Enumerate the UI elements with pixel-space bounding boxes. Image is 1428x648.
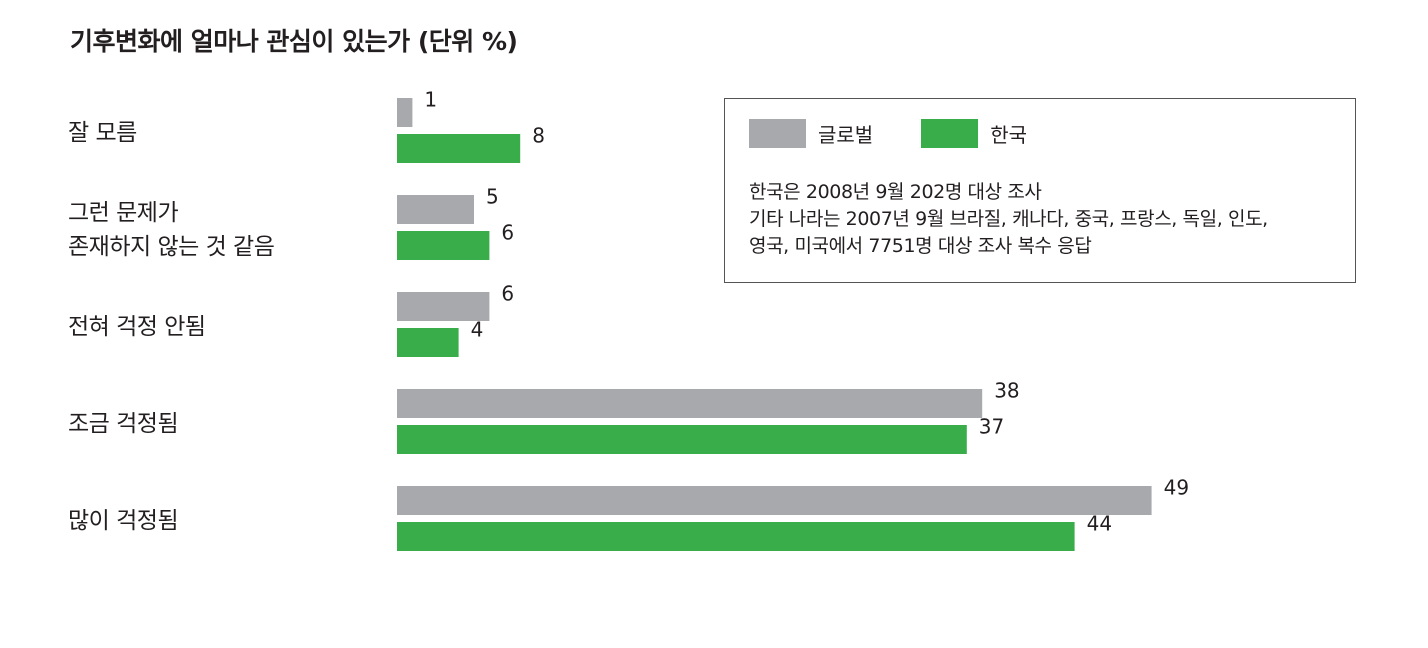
bar-global xyxy=(397,195,474,224)
legend-label-korea: 한국 xyxy=(990,123,1028,147)
bar-korea xyxy=(397,328,459,357)
legend-swatch-korea xyxy=(921,119,979,148)
legend-item-global: 글로벌 xyxy=(749,119,873,148)
data-label: 4 xyxy=(471,318,484,342)
legend: 글로벌 한국 한국은 2008년 9월 202명 대상 조사 기타 나라는 20… xyxy=(724,98,1356,283)
category-label-line: 많이 걱정됨 xyxy=(68,507,179,534)
category-label-line: 존재하지 않는 것 같음 xyxy=(68,233,275,260)
data-label: 8 xyxy=(532,124,545,148)
bar-global xyxy=(397,98,413,127)
legend-note-line: 영국, 미국에서 7751명 대상 조사 복수 응답 xyxy=(749,235,1092,257)
data-label: 6 xyxy=(501,282,514,306)
legend-item-korea: 한국 xyxy=(921,119,1027,148)
bar-global xyxy=(397,389,983,418)
legend-note-line: 한국은 2008년 9월 202명 대상 조사 xyxy=(749,181,1042,203)
data-label: 37 xyxy=(979,415,1004,439)
legend-label-global: 글로벌 xyxy=(818,123,874,147)
legend-note: 한국은 2008년 9월 202명 대상 조사 기타 나라는 2007년 9월 … xyxy=(749,179,1268,260)
data-label: 1 xyxy=(424,88,437,112)
category-label: 많이 걱정됨 xyxy=(68,504,179,538)
category-label: 조금 걱정됨 xyxy=(68,407,179,441)
data-label: 5 xyxy=(486,185,499,209)
category-label: 전혀 걱정 안됨 xyxy=(68,310,206,344)
category-label: 잘 모름 xyxy=(68,116,137,150)
data-label: 49 xyxy=(1164,476,1189,500)
data-label: 44 xyxy=(1087,512,1112,536)
category-label-line: 전혀 걱정 안됨 xyxy=(68,313,206,340)
bar-global xyxy=(397,486,1152,515)
data-label: 6 xyxy=(501,221,514,245)
bar-korea xyxy=(397,522,1075,551)
chart-title: 기후변화에 얼마나 관심이 있는가 (단위 %) xyxy=(70,27,518,56)
bar-korea xyxy=(397,134,521,163)
category-label-line: 잘 모름 xyxy=(68,119,137,146)
legend-note-line: 기타 나라는 2007년 9월 브라질, 캐나다, 중국, 프랑스, 독일, 인… xyxy=(749,208,1268,230)
data-label: 38 xyxy=(994,379,1019,403)
bar-korea xyxy=(397,425,967,454)
category-label-line: 조금 걱정됨 xyxy=(68,410,179,437)
legend-swatch-global xyxy=(749,119,806,148)
bar-korea xyxy=(397,231,490,260)
category-label-line: 그런 문제가 xyxy=(68,199,179,226)
bar-global xyxy=(397,292,490,321)
legend-items: 글로벌 한국 xyxy=(749,119,1075,148)
